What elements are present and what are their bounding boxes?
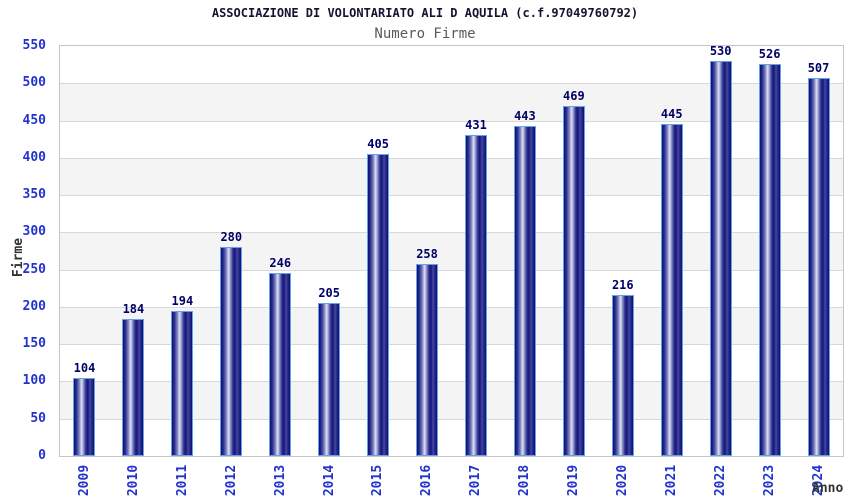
x-tick-label: 2014 — [312, 461, 346, 499]
chart-title: ASSOCIAZIONE DI VOLONTARIATO ALI D AQUIL… — [211, 6, 639, 20]
gridline — [60, 157, 843, 159]
y-tick-label: 0 — [38, 448, 46, 463]
x-tick-label: 2021 — [655, 461, 689, 499]
x-tick-label-text: 2014 — [321, 464, 337, 496]
x-tick-label-text: 2010 — [125, 464, 141, 496]
y-tick-label: 300 — [22, 224, 46, 240]
bar-2024[interactable] — [807, 78, 830, 456]
y-tick-label: 400 — [22, 149, 46, 165]
x-tick-label-text: 2019 — [566, 464, 582, 496]
bar-2018[interactable] — [513, 125, 536, 456]
bar-2016[interactable] — [416, 263, 439, 456]
bar-value-label: 258 — [416, 246, 438, 261]
y-tick-label: 250 — [22, 261, 46, 277]
bar-value-label: 405 — [367, 137, 389, 152]
x-tick-label-text: 2022 — [713, 464, 729, 496]
bar-value-label: 184 — [122, 301, 145, 316]
x-tick-label: 2019 — [557, 461, 591, 499]
bar-2014[interactable] — [318, 303, 341, 456]
x-tick-label: 2012 — [214, 461, 248, 499]
x-tick-label-text: 2016 — [419, 464, 435, 496]
x-tick-label-text: 2021 — [664, 464, 680, 496]
x-tick-label: 2020 — [606, 461, 640, 499]
gridline — [60, 418, 843, 420]
bar-2021[interactable] — [660, 124, 683, 456]
y-tick-label: 200 — [22, 298, 46, 314]
gridline — [60, 306, 843, 308]
bar-2022[interactable] — [709, 60, 732, 456]
bar-value-label: 443 — [514, 108, 536, 123]
x-tick-label: 2009 — [67, 461, 101, 499]
y-tick-label: 450 — [22, 112, 46, 128]
bar-2023[interactable] — [758, 63, 781, 456]
bar-value-label: 526 — [758, 46, 781, 61]
x-tick-label-text: 2012 — [223, 464, 239, 496]
x-tick-label: 2010 — [116, 461, 150, 499]
x-tick-label-text: 2020 — [615, 464, 631, 496]
bar-2011[interactable] — [171, 311, 194, 456]
gridline — [60, 195, 843, 197]
x-tick-label-text: 2013 — [272, 464, 288, 496]
gridline — [60, 83, 843, 85]
bar-2015[interactable] — [367, 154, 390, 456]
x-tick-label: 2023 — [753, 461, 787, 499]
bar-2009[interactable] — [73, 378, 96, 456]
bar-2013[interactable] — [269, 272, 292, 456]
bar-value-label: 205 — [318, 286, 340, 301]
bar-value-label: 507 — [807, 61, 830, 76]
y-tick-label: 150 — [22, 336, 46, 352]
x-tick-label-text: 2015 — [370, 464, 386, 496]
bar-2020[interactable] — [611, 294, 634, 456]
x-tick-label: 2013 — [263, 461, 297, 499]
x-tick-label: 2016 — [410, 461, 444, 499]
y-axis-title-text: Firme — [11, 237, 27, 277]
bar-value-label: 246 — [269, 255, 292, 270]
x-tick-label: 2022 — [704, 461, 738, 499]
x-axis-title: Anno — [812, 481, 844, 496]
x-tick-label-text: 2011 — [174, 464, 190, 496]
x-tick-label-text: 2009 — [76, 464, 92, 496]
y-axis-title: Firme — [6, 229, 32, 285]
bar-2010[interactable] — [122, 318, 145, 456]
y-tick-label: 550 — [22, 38, 46, 53]
bar-value-label: 104 — [73, 361, 96, 376]
gridline — [60, 120, 843, 122]
bar-value-label: 280 — [220, 230, 243, 245]
x-tick-label: 2015 — [361, 461, 395, 499]
bar-value-label: 530 — [709, 43, 732, 58]
bar-value-label: 194 — [171, 294, 194, 309]
x-tick-label-text: 2018 — [517, 464, 533, 496]
bar-2012[interactable] — [220, 247, 243, 456]
bar-2017[interactable] — [464, 134, 487, 456]
y-tick-label: 50 — [30, 410, 46, 426]
gridline — [60, 232, 843, 234]
x-tick-label: 2018 — [508, 461, 542, 499]
x-tick-label-text: 2023 — [762, 464, 778, 496]
gridline — [60, 269, 843, 271]
x-tick-label-text: 2017 — [468, 464, 484, 496]
bar-value-label: 431 — [465, 117, 487, 132]
bar-2019[interactable] — [562, 106, 585, 456]
x-tick-label: 2017 — [459, 461, 493, 499]
bar-value-label: 445 — [660, 107, 683, 122]
bar-value-label: 469 — [563, 89, 585, 104]
gridline — [60, 344, 843, 346]
x-tick-label: 2011 — [165, 461, 199, 499]
y-tick-label: 350 — [22, 187, 46, 203]
gridline — [60, 381, 843, 383]
y-tick-label: 100 — [22, 373, 46, 389]
chart-subtitle: Numero Firme — [374, 26, 476, 42]
bar-value-label: 216 — [611, 277, 634, 292]
y-tick-label: 500 — [22, 75, 46, 91]
